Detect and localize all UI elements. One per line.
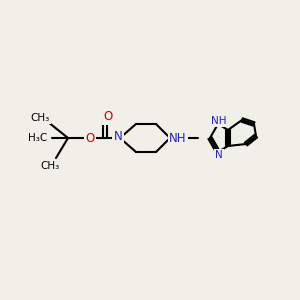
Text: H₃C: H₃C — [28, 133, 48, 143]
Text: CH₃: CH₃ — [40, 161, 60, 171]
Text: N: N — [215, 150, 223, 160]
Text: CH₃: CH₃ — [30, 113, 50, 123]
Text: O: O — [103, 110, 112, 124]
Text: O: O — [85, 131, 94, 145]
Text: N: N — [114, 130, 122, 143]
Text: NH: NH — [169, 131, 187, 145]
Text: NH: NH — [211, 116, 227, 126]
